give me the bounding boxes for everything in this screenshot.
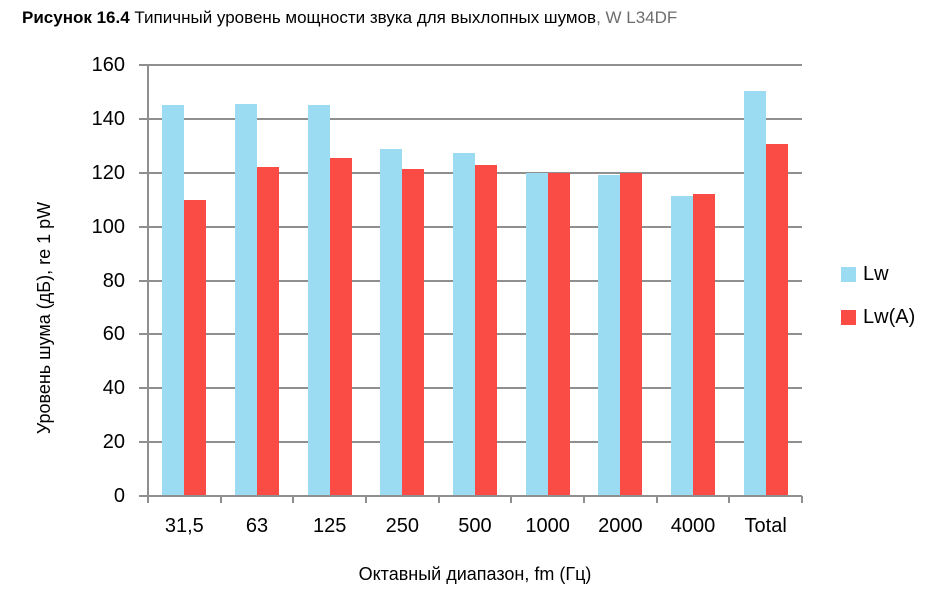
- bar-lw: [671, 195, 693, 496]
- y-tick-label: 120: [91, 161, 125, 184]
- y-tick-mark: [139, 495, 148, 497]
- y-tick-mark: [139, 64, 148, 66]
- bar-lwa: [475, 164, 497, 496]
- bar-lwa: [620, 172, 643, 496]
- legend-item-lw: Lw: [841, 263, 915, 286]
- x-axis-line: [147, 495, 802, 497]
- bar-lwa: [765, 144, 788, 496]
- x-tick-label: 125: [312, 515, 347, 537]
- x-tick-label: 63: [245, 515, 269, 537]
- bar-lw: [380, 148, 403, 496]
- x-tick-mark: [510, 496, 513, 503]
- y-tick-mark: [139, 441, 148, 444]
- x-tick-mark: [728, 496, 731, 503]
- bar-lwa: [547, 172, 570, 496]
- figure-title-suffix: , W L34DF: [596, 8, 678, 27]
- x-tick-label: 250: [385, 515, 420, 537]
- figure-title: Рисунок 16.4 Типичный уровень мощности з…: [22, 8, 677, 28]
- y-tick-mark: [139, 117, 148, 120]
- bar-lwa: [402, 168, 425, 496]
- bar-lwa: [184, 199, 207, 496]
- x-tick-mark: [147, 496, 149, 503]
- y-tick-label: 40: [102, 377, 125, 400]
- y-tick-label: 140: [91, 107, 125, 130]
- y-tick-mark: [139, 279, 148, 282]
- y-tick-mark: [139, 387, 148, 390]
- x-tick-mark: [437, 496, 440, 503]
- bar-lwa: [257, 167, 279, 496]
- figure-title-text: Типичный уровень мощности звука для выхл…: [129, 8, 597, 27]
- y-tick-label: 20: [102, 431, 125, 454]
- x-tick-mark: [292, 496, 295, 503]
- gridline: [148, 117, 802, 120]
- x-tick-label: 500: [458, 515, 492, 537]
- gridline: [148, 64, 802, 66]
- x-axis-title: Октавный диапазон, fm (Гц): [358, 564, 592, 584]
- x-tick-label: 31,5: [164, 515, 204, 537]
- legend: Lw Lw(A): [841, 263, 915, 349]
- legend-label: Lw: [863, 263, 889, 285]
- y-tick-label: 80: [102, 269, 125, 292]
- y-tick-label: 0: [113, 485, 125, 507]
- y-axis-line: [147, 65, 149, 496]
- y-tick-label: 100: [91, 215, 125, 238]
- x-tick-mark: [365, 496, 367, 503]
- y-tick-label: 60: [102, 323, 125, 346]
- bar-lwa: [693, 194, 715, 496]
- x-tick-mark: [801, 496, 803, 503]
- x-tick-mark: [583, 496, 585, 503]
- x-tick-mark: [219, 496, 222, 503]
- bar-lw: [598, 175, 621, 496]
- y-axis-title: Уровень шума (дБ), re 1 pW: [34, 201, 54, 435]
- x-tick-label: 2000: [598, 515, 643, 537]
- legend-label: Lw(A): [863, 306, 916, 328]
- bar-lwa: [329, 157, 352, 496]
- bar-lw: [307, 105, 330, 496]
- bar-lw: [162, 105, 185, 496]
- y-tick-mark: [139, 171, 148, 174]
- x-tick-label: Total: [744, 515, 787, 537]
- x-tick-label: 1000: [525, 515, 570, 537]
- bar-lw: [743, 90, 766, 496]
- x-tick-mark: [655, 496, 658, 503]
- legend-swatch-lw: [841, 267, 856, 282]
- y-tick-mark: [139, 333, 148, 336]
- bar-lw: [453, 152, 475, 496]
- x-tick-label: 4000: [670, 515, 716, 537]
- bar-lw: [235, 104, 257, 496]
- legend-item-lwa: Lw(A): [841, 306, 915, 329]
- figure-label: Рисунок 16.4: [22, 8, 130, 27]
- bar-lw: [525, 172, 548, 496]
- y-tick-label: 160: [91, 54, 125, 76]
- y-tick-mark: [139, 225, 148, 228]
- legend-swatch-lwa: [841, 310, 856, 325]
